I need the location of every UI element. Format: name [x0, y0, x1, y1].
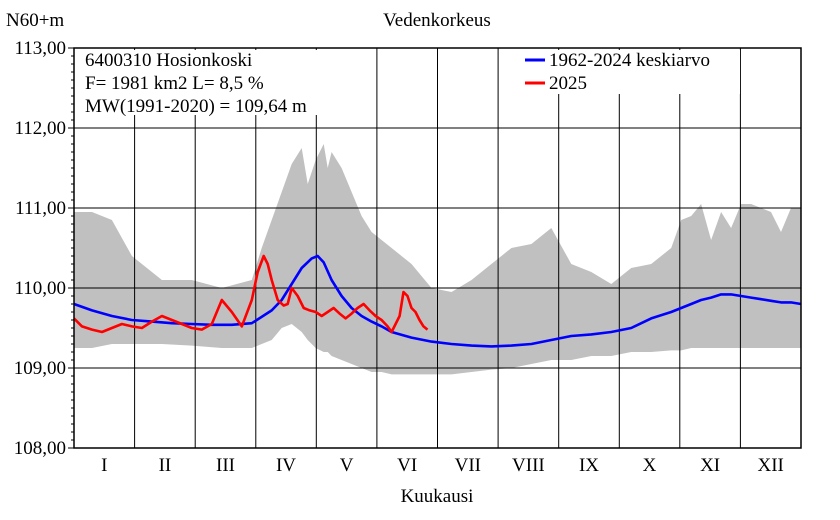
- x-axis-label: Kuukausi: [401, 486, 474, 507]
- y-tick-label: 109,00: [14, 358, 66, 379]
- legend-background: [520, 50, 740, 94]
- month-tick-label: IV: [276, 455, 296, 476]
- chart-title: Vedenkorkeus: [383, 10, 491, 31]
- info-box-background: [76, 50, 352, 115]
- month-tick-label: I: [101, 455, 107, 476]
- month-tick-label: XII: [758, 455, 784, 476]
- area-label: F= 1981 km2 L= 8,5 %: [85, 73, 264, 94]
- month-tick-label: XI: [700, 455, 720, 476]
- current-line: [73, 254, 429, 334]
- mean-line: [73, 254, 802, 348]
- info-box: 6400310 Hosionkoski F= 1981 km2 L= 8,5 %…: [76, 50, 352, 117]
- y-tick-label: 112,00: [14, 118, 66, 139]
- y-axis-unit-label: N60+m: [6, 10, 64, 31]
- month-tick-label: II: [159, 455, 172, 476]
- month-tick-label: III: [216, 455, 235, 476]
- y-tick-label: 111,00: [15, 198, 66, 219]
- month-tick-label: V: [340, 455, 354, 476]
- month-tick-label: VI: [397, 455, 417, 476]
- series-layer: [73, 254, 802, 348]
- grid-layer: [74, 48, 801, 448]
- y-tick-label: 113,00: [14, 38, 66, 59]
- legend: 1962-2024 keskiarvo 2025: [520, 50, 740, 94]
- month-tick-label: IX: [579, 455, 599, 476]
- y-tick-label: 108,00: [14, 438, 66, 459]
- legend-label-mean: 1962-2024 keskiarvo: [549, 50, 710, 71]
- month-tick-label: VII: [455, 455, 481, 476]
- y-tick-label: 110,00: [14, 278, 66, 299]
- plot-frame: [73, 47, 802, 449]
- month-tick-label: VIII: [512, 455, 545, 476]
- mw-label: MW(1991-2020) = 109,64 m: [85, 96, 307, 117]
- legend-label-current: 2025: [549, 73, 587, 94]
- station-label: 6400310 Hosionkoski: [85, 50, 252, 71]
- month-tick-label: X: [643, 455, 657, 476]
